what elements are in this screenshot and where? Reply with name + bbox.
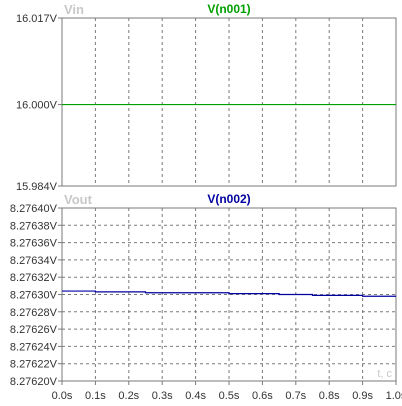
xtick-label: 0.4s xyxy=(185,390,206,402)
ytick-label: 16.000V xyxy=(16,100,58,112)
ytick-label: 8.27636V xyxy=(10,238,58,250)
xtick-label: 0.1s xyxy=(85,390,106,402)
ytick-label: 8.27634V xyxy=(10,255,58,267)
ytick-label: 8.27622V xyxy=(10,359,58,371)
ytick-label: 8.27626V xyxy=(10,324,58,336)
xtick-label: 0.8s xyxy=(319,390,340,402)
ytick-label: 8.27624V xyxy=(10,341,58,353)
ytick-label: 15.984V xyxy=(16,181,58,193)
pane-vin: 16.017V 16.000V 15.984V Vin V(n001) xyxy=(16,2,397,193)
ytick-label: 8.27630V xyxy=(10,290,58,302)
pane-ylabel: Vin xyxy=(64,2,84,17)
series-title: V(n001) xyxy=(207,2,250,16)
ytick-label: 8.27620V xyxy=(10,376,58,388)
xtick-label: 1.0s xyxy=(386,390,402,402)
series-title: V(n002) xyxy=(207,192,250,206)
xtick-label: 0.2s xyxy=(118,390,139,402)
pane-frame xyxy=(61,17,397,187)
pane-ylabel: Vout xyxy=(64,192,93,207)
ytick-label: 8.27632V xyxy=(10,272,58,284)
xtick-label: 0.0s xyxy=(52,390,73,402)
xtick-label: 0.6s xyxy=(252,390,273,402)
ytick-label: 8.27640V xyxy=(10,203,58,215)
xtick-label: 0.5s xyxy=(219,390,240,402)
ytick-label: 8.27628V xyxy=(10,307,58,319)
x-axis-label: t, c xyxy=(377,368,392,380)
ytick-label: 16.017V xyxy=(16,13,58,25)
xtick-label: 0.9s xyxy=(352,390,373,402)
pane-vout: 8.27640V 8.27638V 8.27636V 8.27634V 8.27632V… xyxy=(10,192,402,402)
ytick-label: 8.27638V xyxy=(10,220,58,232)
xtick-label: 0.3s xyxy=(152,390,173,402)
series-line xyxy=(62,290,396,297)
xtick-label: 0.7s xyxy=(285,390,306,402)
